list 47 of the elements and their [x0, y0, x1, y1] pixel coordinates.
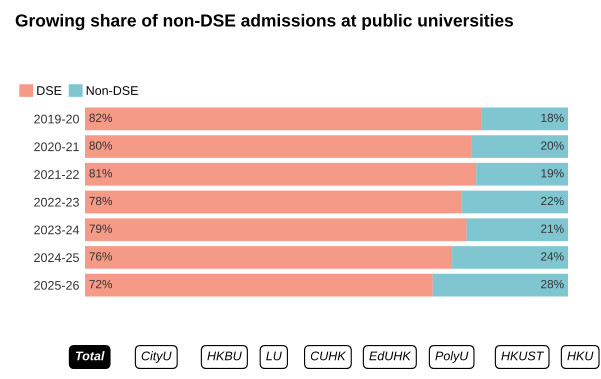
bar: [85, 190, 462, 214]
text: Total: [76, 351, 105, 360]
bar: [85, 218, 467, 242]
y-tick-label: 2020-21: [34, 142, 79, 152]
bar: [85, 162, 476, 186]
data-label: 78%: [89, 196, 112, 206]
bar: [462, 190, 568, 214]
data-label: 24%: [541, 252, 564, 261]
legend-label: Non-DSE: [86, 86, 138, 95]
data-label: 28%: [541, 280, 564, 288]
data-label: 22%: [541, 196, 564, 206]
data-label: 21%: [541, 224, 564, 233]
data-label: 19%: [541, 169, 564, 178]
data-label: 76%: [89, 252, 112, 261]
data-label: 79%: [89, 224, 112, 233]
text: HKBU: [207, 352, 242, 360]
text: PolyU: [435, 351, 468, 363]
bar: [85, 107, 482, 130]
text: CUHK: [310, 352, 346, 360]
y-tick-label: 2025-26: [34, 280, 79, 290]
bar: [471, 135, 568, 158]
text: EdUHK: [369, 351, 412, 360]
bar: [452, 246, 568, 269]
bar: [85, 135, 472, 158]
data-label: 20%: [541, 141, 564, 150]
data-label: 72%: [89, 280, 112, 288]
chart-title: Growing share of non-DSE admissions at public universities: [16, 14, 514, 30]
y-tick-label: 2021-22: [34, 170, 79, 179]
bar: [85, 274, 433, 297]
data-label: 81%: [89, 169, 112, 178]
bar: [85, 246, 452, 269]
bar: [432, 274, 568, 297]
text: CityU: [142, 351, 172, 363]
y-tick-label: 2022-23: [34, 198, 79, 207]
bar: [476, 162, 568, 186]
y-tick-label: 2023-24: [34, 226, 80, 234]
text: LU: [266, 352, 282, 360]
data-label: 82%: [89, 114, 112, 122]
text: HKUST: [501, 352, 544, 360]
data-label: 18%: [541, 114, 564, 122]
y-tick-label: 2024-25: [34, 253, 79, 262]
bar: [481, 107, 568, 130]
y-tick-label: 2019-20: [34, 114, 79, 124]
bar: [466, 218, 568, 242]
text: HKU: [567, 352, 594, 360]
data-label: 80%: [89, 141, 112, 150]
legend-label: DSE: [37, 86, 62, 95]
